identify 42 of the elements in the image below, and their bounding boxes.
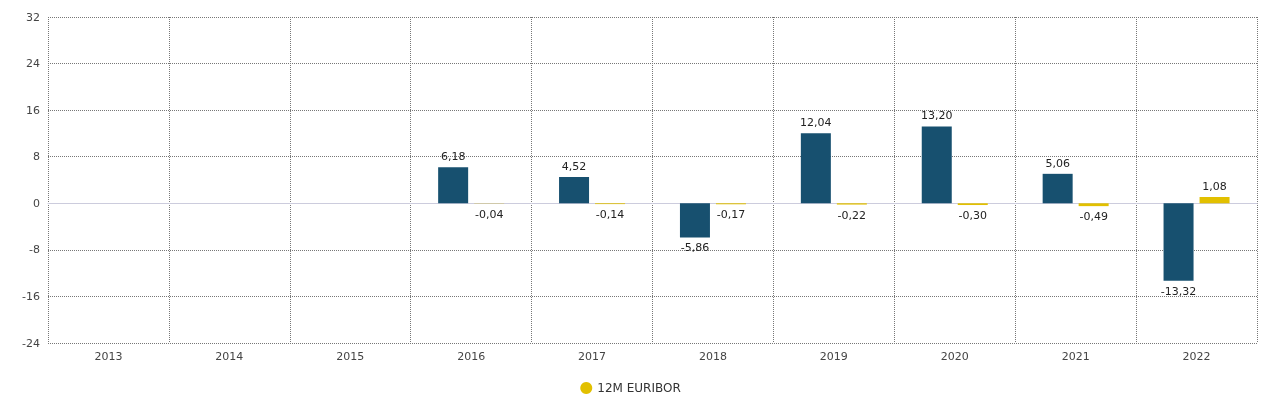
y-tick-label: 0: [33, 196, 40, 210]
y-tick-label: -8: [29, 243, 40, 257]
data-label: -0,04: [474, 207, 504, 221]
bar: [1042, 173, 1073, 204]
bar: [559, 176, 590, 204]
data-label: 13,20: [921, 109, 953, 123]
x-tick-label: 2017: [578, 350, 607, 363]
x-tick-label: 2020: [940, 350, 969, 363]
data-label: -0,30: [958, 209, 987, 223]
bar: [1163, 203, 1194, 281]
x-tick-label: 2019: [819, 350, 848, 363]
y-tick-label: 32: [26, 10, 40, 24]
data-label: 5,06: [1045, 156, 1070, 170]
legend-label: 12M EURIBOR: [597, 381, 681, 395]
data-label: -0,49: [1079, 210, 1108, 224]
y-tick-label: -24: [22, 336, 40, 350]
data-label: -0,22: [837, 208, 867, 222]
data-label: 4,52: [561, 159, 587, 173]
data-label: 12,04: [800, 116, 832, 130]
y-tick-label: 8: [33, 150, 40, 164]
y-tick-label: 24: [26, 57, 40, 71]
bar: [1199, 197, 1230, 204]
bar: [1078, 203, 1109, 207]
bar: [921, 126, 952, 204]
data-label: 1,08: [1202, 180, 1227, 193]
x-tick-label: 2015: [336, 350, 365, 363]
data-label: -0,17: [716, 208, 746, 222]
x-tick-label: 2013: [94, 350, 123, 363]
y-tick-label: 16: [26, 103, 40, 117]
x-tick-label: 2021: [1061, 350, 1090, 363]
data-label: -0,14: [595, 208, 625, 222]
bar: [679, 203, 710, 238]
x-tick-label: 2016: [457, 350, 486, 363]
x-tick-label: 2022: [1182, 350, 1211, 363]
bar: [800, 133, 831, 204]
data-label: 6,18: [440, 150, 466, 164]
x-tick-label: 2018: [698, 350, 727, 363]
y-tick-label: -16: [22, 289, 40, 303]
data-label: -5,86: [680, 241, 710, 255]
bar: [438, 167, 469, 204]
x-tick-label: 2014: [215, 350, 244, 363]
data-label: -13,32: [1160, 284, 1197, 298]
